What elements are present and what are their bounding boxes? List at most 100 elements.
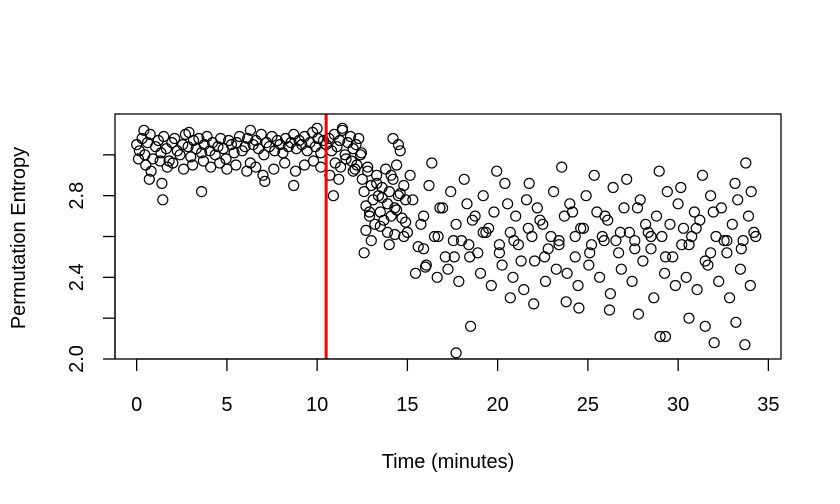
data-point <box>347 165 359 177</box>
data-point <box>239 141 251 153</box>
data-point <box>205 161 217 173</box>
data-point <box>371 169 383 181</box>
data-point <box>154 155 166 167</box>
data-point <box>257 169 269 181</box>
data-point <box>279 157 291 169</box>
data-point <box>632 308 645 320</box>
data-point <box>363 210 376 222</box>
data-point <box>156 177 168 189</box>
data-point <box>631 202 644 214</box>
data-point <box>645 243 657 255</box>
data-point <box>550 263 562 275</box>
data-point <box>708 337 720 349</box>
data-point <box>315 161 327 173</box>
data-point <box>383 239 395 251</box>
data-point <box>423 179 435 192</box>
data-point <box>215 132 227 145</box>
data-point <box>566 206 579 218</box>
data-point <box>385 169 397 181</box>
data-point <box>534 214 546 226</box>
data-point <box>675 181 687 194</box>
data-point <box>358 186 370 198</box>
data-point <box>603 304 616 316</box>
data-point <box>690 222 702 234</box>
data-point <box>381 226 394 238</box>
data-point <box>740 157 752 169</box>
data-point <box>409 267 422 279</box>
data-point <box>504 292 516 304</box>
data-point <box>437 202 449 214</box>
data-point <box>732 194 744 206</box>
data-point <box>327 190 339 202</box>
data-point <box>488 206 500 218</box>
data-point <box>750 230 762 243</box>
data-point <box>350 139 362 151</box>
data-point <box>374 220 386 232</box>
data-point <box>353 132 365 145</box>
data-point <box>599 210 611 222</box>
data-point <box>556 161 568 173</box>
data-point <box>221 163 233 175</box>
data-point <box>573 302 585 314</box>
data-point <box>442 263 454 275</box>
data-point <box>389 202 401 214</box>
data-point <box>510 210 522 222</box>
data-point <box>185 151 197 163</box>
data-point <box>289 165 302 177</box>
data-point <box>653 165 665 177</box>
data-point <box>704 247 717 259</box>
data-point <box>387 132 399 145</box>
data-point <box>691 284 703 296</box>
data-point <box>737 235 749 247</box>
data-point <box>485 279 497 292</box>
data-point <box>363 206 376 218</box>
data-point <box>538 251 551 263</box>
data-point <box>531 202 543 214</box>
data-point <box>499 177 511 189</box>
x-tick-label: 10 <box>306 394 328 416</box>
data-point <box>358 247 370 259</box>
data-point <box>585 239 598 251</box>
data-point <box>158 130 170 143</box>
data-point <box>131 139 143 151</box>
data-point <box>735 243 747 255</box>
x-tick-label: 30 <box>667 394 689 416</box>
data-point <box>580 190 592 202</box>
data-point <box>288 179 300 192</box>
data-point <box>418 243 430 255</box>
data-point <box>696 169 709 181</box>
data-point <box>140 159 152 171</box>
data-point <box>214 157 226 169</box>
data-point <box>187 159 199 171</box>
data-point <box>477 226 489 238</box>
data-point <box>465 320 477 332</box>
data-point <box>669 279 682 292</box>
data-point <box>309 141 321 153</box>
data-point <box>729 177 741 189</box>
data-point <box>461 198 473 210</box>
data-point <box>428 230 441 243</box>
data-point <box>458 173 470 185</box>
data-point <box>160 143 172 155</box>
data-point <box>469 210 481 222</box>
data-point <box>178 163 190 175</box>
data-point <box>157 194 169 206</box>
data-point <box>177 139 189 151</box>
data-point <box>255 128 267 140</box>
data-point <box>298 159 311 171</box>
data-point <box>201 130 213 143</box>
data-point <box>398 230 410 243</box>
data-point <box>419 261 431 273</box>
data-point <box>507 271 519 283</box>
data-point <box>463 239 475 251</box>
x-tick-label: 35 <box>757 394 779 416</box>
data-point <box>718 235 730 247</box>
x-tick-label: 15 <box>396 394 418 416</box>
data-point <box>145 165 157 177</box>
data-point <box>335 161 347 173</box>
data-point <box>569 251 581 263</box>
data-point <box>569 230 581 243</box>
data-point <box>502 198 514 210</box>
data-point <box>132 153 145 165</box>
data-point <box>493 247 505 259</box>
